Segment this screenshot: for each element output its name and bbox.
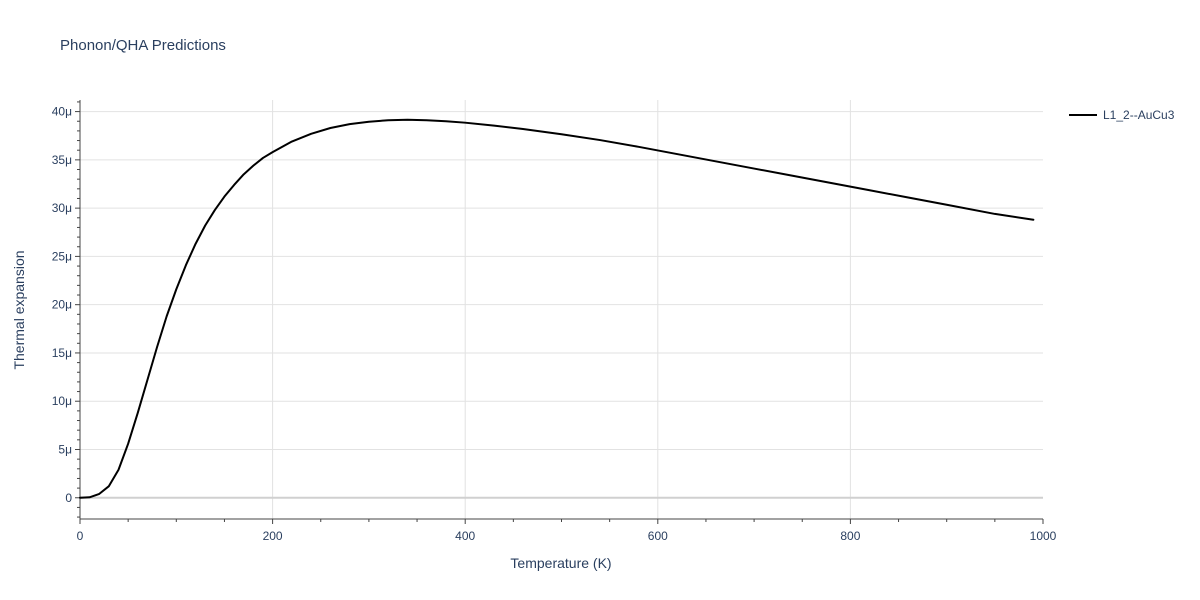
y-tick-label: 15μ — [52, 346, 72, 360]
x-tick-labels: 0 200 400 600 800 1000 — [77, 529, 1057, 543]
chart-title: Phonon/QHA Predictions — [60, 37, 226, 54]
y-tick-label: 35μ — [52, 153, 72, 167]
legend-label: L1_2--AuCu3 — [1103, 108, 1175, 122]
y-tick-label: 10μ — [52, 394, 72, 408]
series-line — [79, 118, 1035, 499]
x-tick-label: 200 — [263, 529, 283, 543]
legend[interactable]: L1_2--AuCu3 — [1069, 108, 1175, 122]
x-axis-title: Temperature (K) — [510, 555, 611, 571]
y-tick-label: 0 — [65, 491, 72, 505]
axes — [75, 100, 1044, 524]
x-tick-label: 800 — [840, 529, 860, 543]
y-axis-title: Thermal expansion — [11, 250, 27, 369]
x-tick-label: 600 — [648, 529, 668, 543]
x-tick-label: 1000 — [1030, 529, 1057, 543]
minor-ticks — [77, 101, 996, 522]
y-tick-label: 25μ — [52, 249, 72, 263]
series-layer — [79, 118, 1035, 499]
grid-lines — [80, 100, 1043, 519]
y-tick-label: 20μ — [52, 298, 72, 312]
y-tick-label: 40μ — [52, 105, 72, 119]
y-tick-labels: 0 5μ 10μ 15μ 20μ 25μ 30μ 35μ 40μ — [52, 105, 73, 505]
x-tick-label: 400 — [455, 529, 475, 543]
y-tick-label: 30μ — [52, 201, 72, 215]
x-tick-label: 0 — [77, 529, 84, 543]
y-tick-label: 5μ — [58, 442, 72, 456]
